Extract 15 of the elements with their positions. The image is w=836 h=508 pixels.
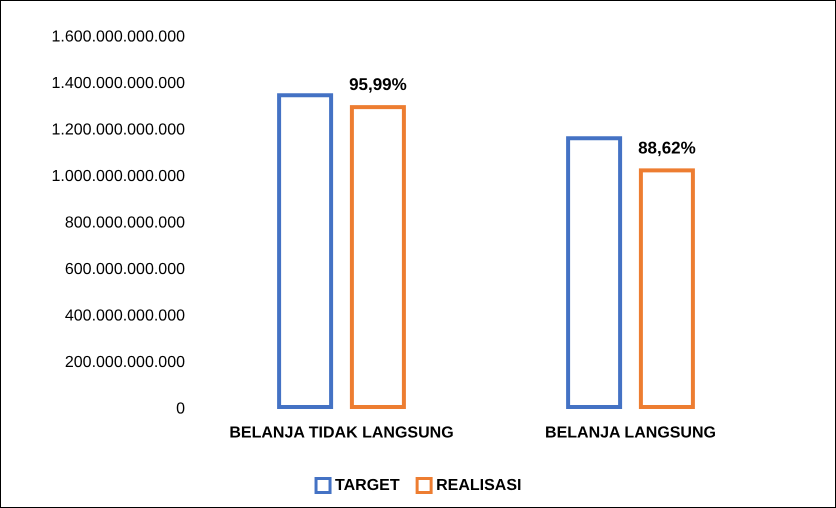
x-tick-label: BELANJA TIDAK LANGSUNG xyxy=(229,424,454,442)
y-tick-label: 600.000.000.000 xyxy=(64,261,186,278)
y-tick-label: 1.200.000.000.000 xyxy=(52,122,186,138)
legend-label: REALISASI xyxy=(436,477,522,494)
annotation: 88,62% xyxy=(638,138,696,158)
y-tick-label: 1.400.000.000.000 xyxy=(52,75,186,92)
x-tick-label: BELANJA LANGSUNG xyxy=(545,424,716,442)
annotation: 95,99% xyxy=(349,75,407,94)
y-tick-label: 0 xyxy=(176,400,186,418)
y-tick-label: 1.600.000.000.000 xyxy=(52,28,186,46)
y-tick-label: 400.000.000.000 xyxy=(64,308,186,324)
y-tick-label: 1.000.000.000.000 xyxy=(52,168,186,185)
y-tick-label: 200.000.000.000 xyxy=(64,354,186,371)
y-tick-label: 800.000.000.000 xyxy=(64,214,186,232)
legend-label: TARGET xyxy=(335,477,400,494)
